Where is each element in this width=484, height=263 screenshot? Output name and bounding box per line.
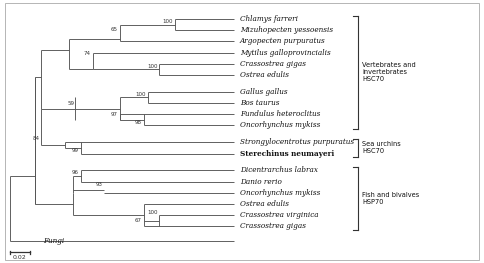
Text: 74: 74	[84, 51, 91, 56]
Text: 100: 100	[147, 64, 157, 69]
Text: Oncorhynchus mykiss: Oncorhynchus mykiss	[240, 189, 320, 197]
Text: Chlamys farreri: Chlamys farreri	[240, 15, 298, 23]
Text: Danio rerio: Danio rerio	[240, 178, 282, 186]
Text: Strongylocentrotus purpuratus: Strongylocentrotus purpuratus	[240, 138, 354, 146]
Text: 65: 65	[111, 27, 118, 32]
Text: Bos taurus: Bos taurus	[240, 99, 280, 107]
Text: Fungi: Fungi	[44, 237, 65, 245]
Text: Dicentrarchus labrax: Dicentrarchus labrax	[240, 166, 318, 174]
Text: Vertebrates and
invertebrates
HSC70: Vertebrates and invertebrates HSC70	[362, 62, 416, 82]
Text: Fish and bivalves
HSP70: Fish and bivalves HSP70	[362, 192, 419, 205]
Text: 93: 93	[95, 182, 103, 187]
Text: Crassostrea gigas: Crassostrea gigas	[240, 60, 306, 68]
Text: Sterechinus neumayeri: Sterechinus neumayeri	[240, 150, 334, 158]
Text: Mizuhopecten yessoensis: Mizuhopecten yessoensis	[240, 26, 333, 34]
Text: 100: 100	[163, 19, 173, 24]
Text: Fundulus heteroclitus: Fundulus heteroclitus	[240, 110, 320, 118]
Text: Crassostrea virginica: Crassostrea virginica	[240, 211, 318, 219]
Text: Ostrea edulis: Ostrea edulis	[240, 71, 289, 79]
Text: 100: 100	[147, 210, 157, 215]
Text: 97: 97	[111, 112, 118, 117]
Text: 96: 96	[72, 170, 79, 175]
Text: Crassostrea gigas: Crassostrea gigas	[240, 222, 306, 230]
Text: 59: 59	[68, 102, 75, 107]
Text: Oncorhynchus mykiss: Oncorhynchus mykiss	[240, 122, 320, 129]
Text: Mytilus galloprovincialis: Mytilus galloprovincialis	[240, 49, 331, 57]
Text: 98: 98	[135, 120, 142, 125]
Text: Ostrea edulis: Ostrea edulis	[240, 200, 289, 208]
Text: 84: 84	[32, 136, 40, 141]
Text: 99: 99	[72, 148, 79, 153]
Text: Sea urchins
HSC70: Sea urchins HSC70	[362, 141, 401, 154]
Text: 67: 67	[135, 218, 142, 222]
Text: 0.02: 0.02	[13, 255, 27, 260]
Text: Gallus gallus: Gallus gallus	[240, 88, 287, 96]
Text: 100: 100	[135, 92, 146, 97]
Text: Argopecten purpuratus: Argopecten purpuratus	[240, 37, 326, 45]
